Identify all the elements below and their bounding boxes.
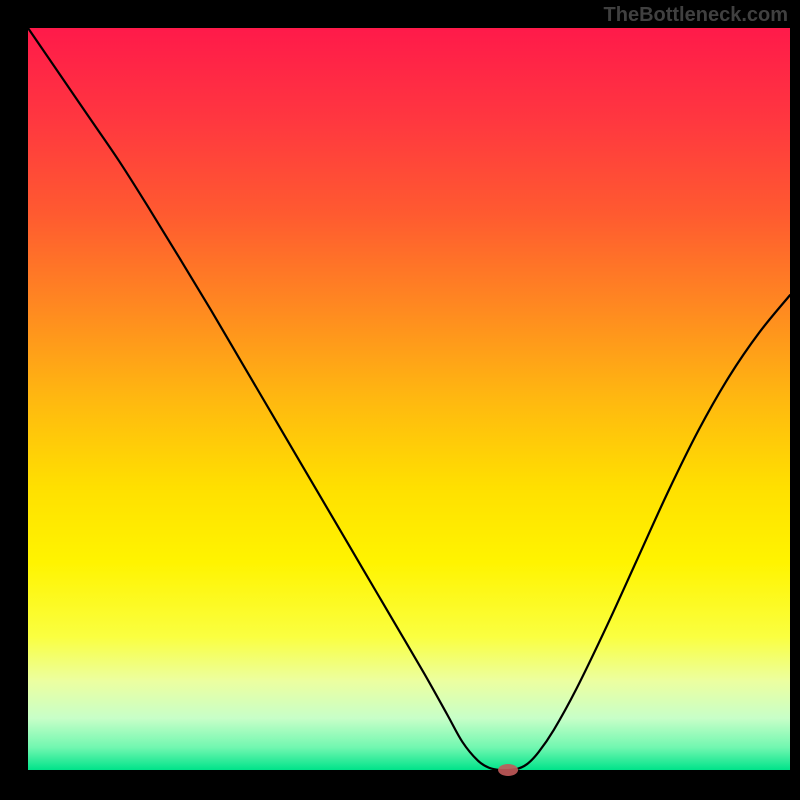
- chart-container: TheBottleneck.com: [0, 0, 800, 800]
- watermark-text: TheBottleneck.com: [604, 4, 788, 27]
- bottleneck-curve-chart: [0, 0, 800, 800]
- optimal-point-marker: [498, 764, 518, 776]
- plot-background: [28, 28, 790, 770]
